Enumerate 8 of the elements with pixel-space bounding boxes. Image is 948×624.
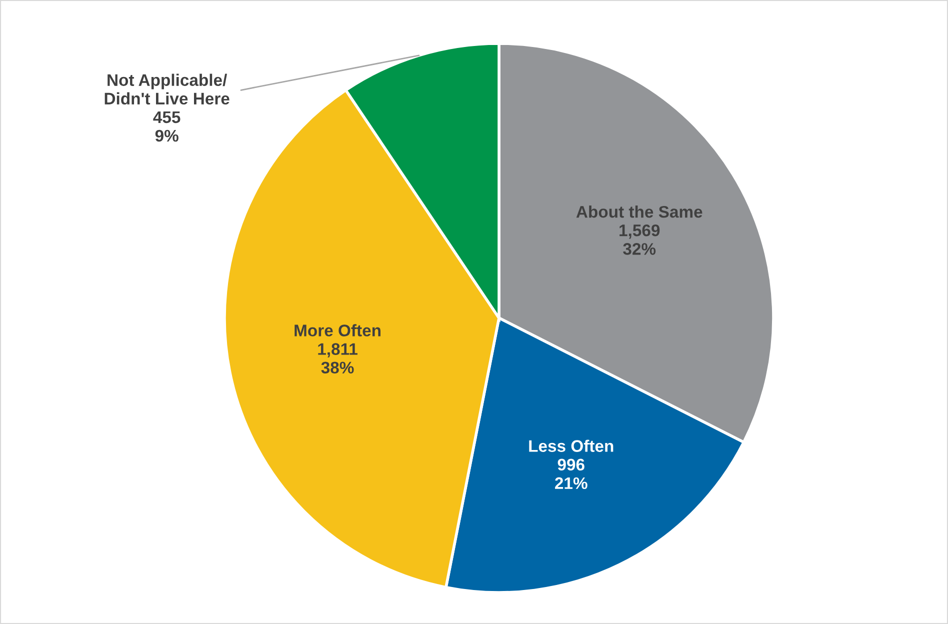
data-label: 455 9% (153, 111, 180, 142)
slice-label: About the Same (576, 206, 702, 218)
data-label: 1,811 38% (318, 343, 358, 374)
data-label: 996 21% (555, 458, 588, 490)
slice-label: More Often (294, 324, 380, 336)
slice-label: Not Applicable/ Didn't Live Here (104, 74, 230, 105)
data-label: 1,569 32% (620, 224, 660, 255)
slice-label: Less Often (529, 440, 614, 452)
